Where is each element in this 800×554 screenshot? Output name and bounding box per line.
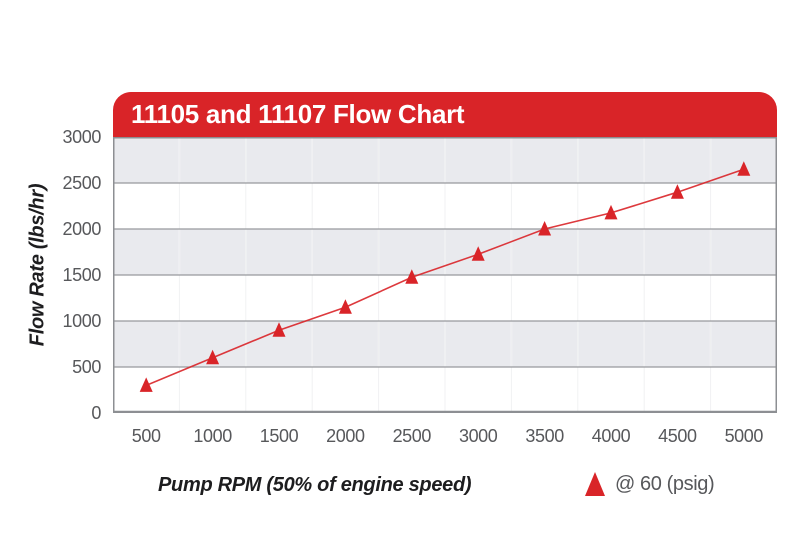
y-tick-label: 500 xyxy=(72,357,101,377)
data-point-marker xyxy=(405,269,419,284)
data-point-marker xyxy=(471,246,485,261)
triangle-up-icon xyxy=(585,472,605,496)
x-tick-label: 4500 xyxy=(658,426,697,446)
x-tick-label: 1000 xyxy=(193,426,232,446)
x-tick-label: 500 xyxy=(131,426,161,446)
y-tick-label: 2000 xyxy=(62,219,102,239)
y-axis-title: Flow Rate (lbs/hr) xyxy=(26,183,49,347)
data-point-marker xyxy=(139,377,153,392)
data-point-marker xyxy=(604,204,618,220)
data-point-marker xyxy=(206,349,220,365)
x-tick-label: 1500 xyxy=(259,426,299,446)
plot-area xyxy=(113,137,777,414)
y-tick-label: 3000 xyxy=(62,127,102,147)
data-point-marker xyxy=(272,322,286,337)
y-tick-label: 1500 xyxy=(62,265,102,285)
y-tick-label: 2500 xyxy=(62,173,102,193)
flow-chart-plot xyxy=(113,137,777,414)
data-point-marker xyxy=(670,184,684,199)
chart-title-banner: 11105 and 11107 Flow Chart xyxy=(113,92,777,137)
x-tick-label: 3000 xyxy=(458,426,498,446)
x-tick-label: 4000 xyxy=(591,426,631,446)
x-tick-label: 3500 xyxy=(525,426,564,446)
x-tick-label: 2500 xyxy=(392,426,432,446)
x-axis-title: Pump RPM (50% of engine speed) xyxy=(158,474,472,496)
data-point-marker xyxy=(538,221,552,236)
chart-title: 11105 and 11107 Flow Chart xyxy=(131,99,465,129)
legend-label: @ 60 (psig) xyxy=(615,472,715,495)
x-tick-label: 2000 xyxy=(326,426,365,446)
data-point-marker xyxy=(737,161,751,176)
x-tick-label: 5000 xyxy=(724,426,764,446)
data-line xyxy=(145,168,745,387)
data-point-marker xyxy=(338,299,352,314)
legend: @ 60 (psig) xyxy=(584,471,715,497)
y-tick-label: 1000 xyxy=(62,311,102,331)
y-tick-label: 0 xyxy=(91,403,101,423)
